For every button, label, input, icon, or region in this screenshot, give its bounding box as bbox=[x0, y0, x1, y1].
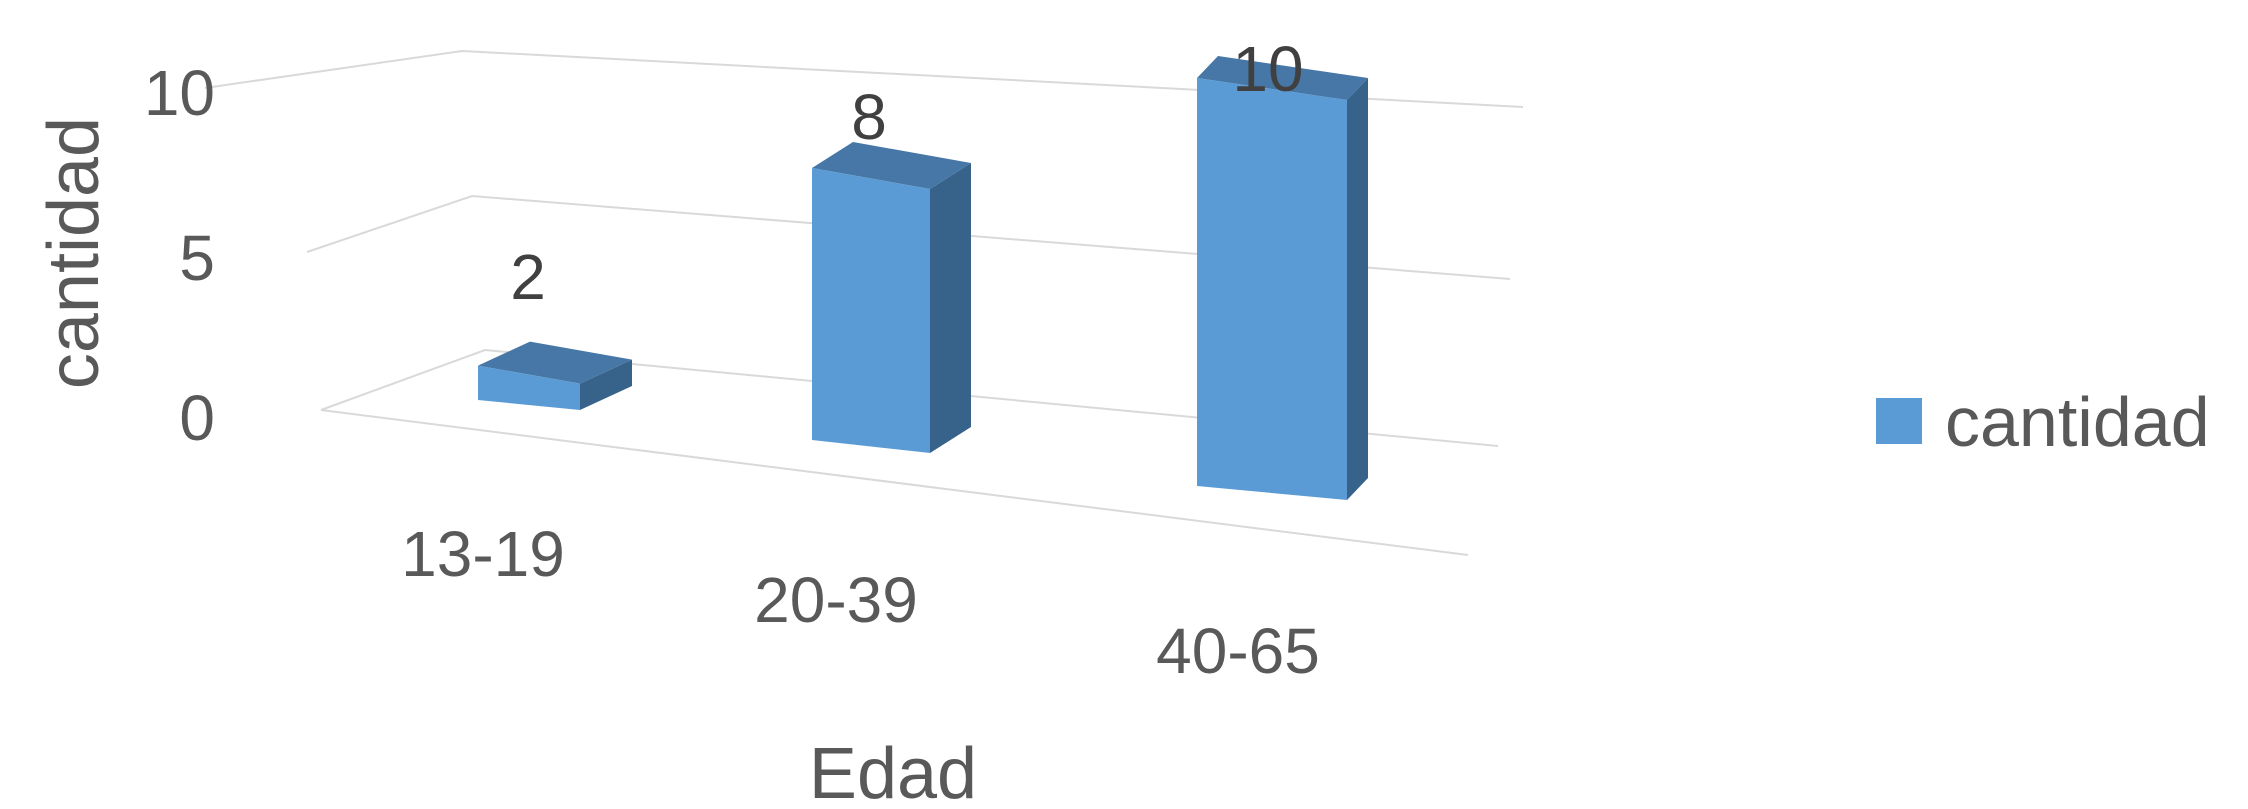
gridline bbox=[320, 409, 1469, 556]
data-label: 2 bbox=[510, 241, 546, 313]
bar-top-face bbox=[1197, 56, 1368, 100]
y-axis-ticks: 0 5 10 bbox=[144, 57, 215, 454]
gridline bbox=[320, 348, 1499, 447]
gridline bbox=[306, 194, 1511, 280]
x-category-label: 40-65 bbox=[1156, 615, 1320, 687]
bar-top-face bbox=[812, 142, 971, 189]
bar-40-65 bbox=[1197, 56, 1368, 500]
legend-swatch bbox=[1876, 398, 1922, 444]
data-label: 8 bbox=[851, 81, 887, 153]
legend-label: cantidad bbox=[1945, 383, 2210, 461]
bar-13-19 bbox=[478, 341, 632, 410]
bar-front-face bbox=[1197, 78, 1347, 500]
bar-side-face bbox=[580, 359, 632, 410]
bar-top-face bbox=[478, 341, 632, 384]
gridline bbox=[204, 49, 1524, 108]
data-label: 10 bbox=[1232, 33, 1303, 105]
y-tick-label: 0 bbox=[179, 382, 215, 454]
bar-20-39 bbox=[812, 142, 971, 453]
gridlines bbox=[204, 49, 1524, 556]
x-axis-categories: 13-19 20-39 40-65 bbox=[401, 518, 1320, 687]
bar-side-face bbox=[930, 163, 971, 453]
y-axis-title: cantidad bbox=[34, 117, 114, 389]
y-tick-label: 5 bbox=[179, 222, 215, 294]
x-category-label: 13-19 bbox=[401, 518, 565, 590]
bar-side-face bbox=[1347, 78, 1368, 500]
legend: cantidad bbox=[1876, 383, 2210, 461]
x-category-label: 20-39 bbox=[754, 564, 918, 636]
bar-front-face bbox=[478, 365, 580, 410]
y-tick-label: 10 bbox=[144, 57, 215, 129]
bars bbox=[478, 56, 1368, 500]
data-labels: 2 8 10 bbox=[510, 33, 1303, 313]
x-axis-title: Edad bbox=[809, 734, 977, 809]
bar-front-face bbox=[812, 168, 930, 453]
